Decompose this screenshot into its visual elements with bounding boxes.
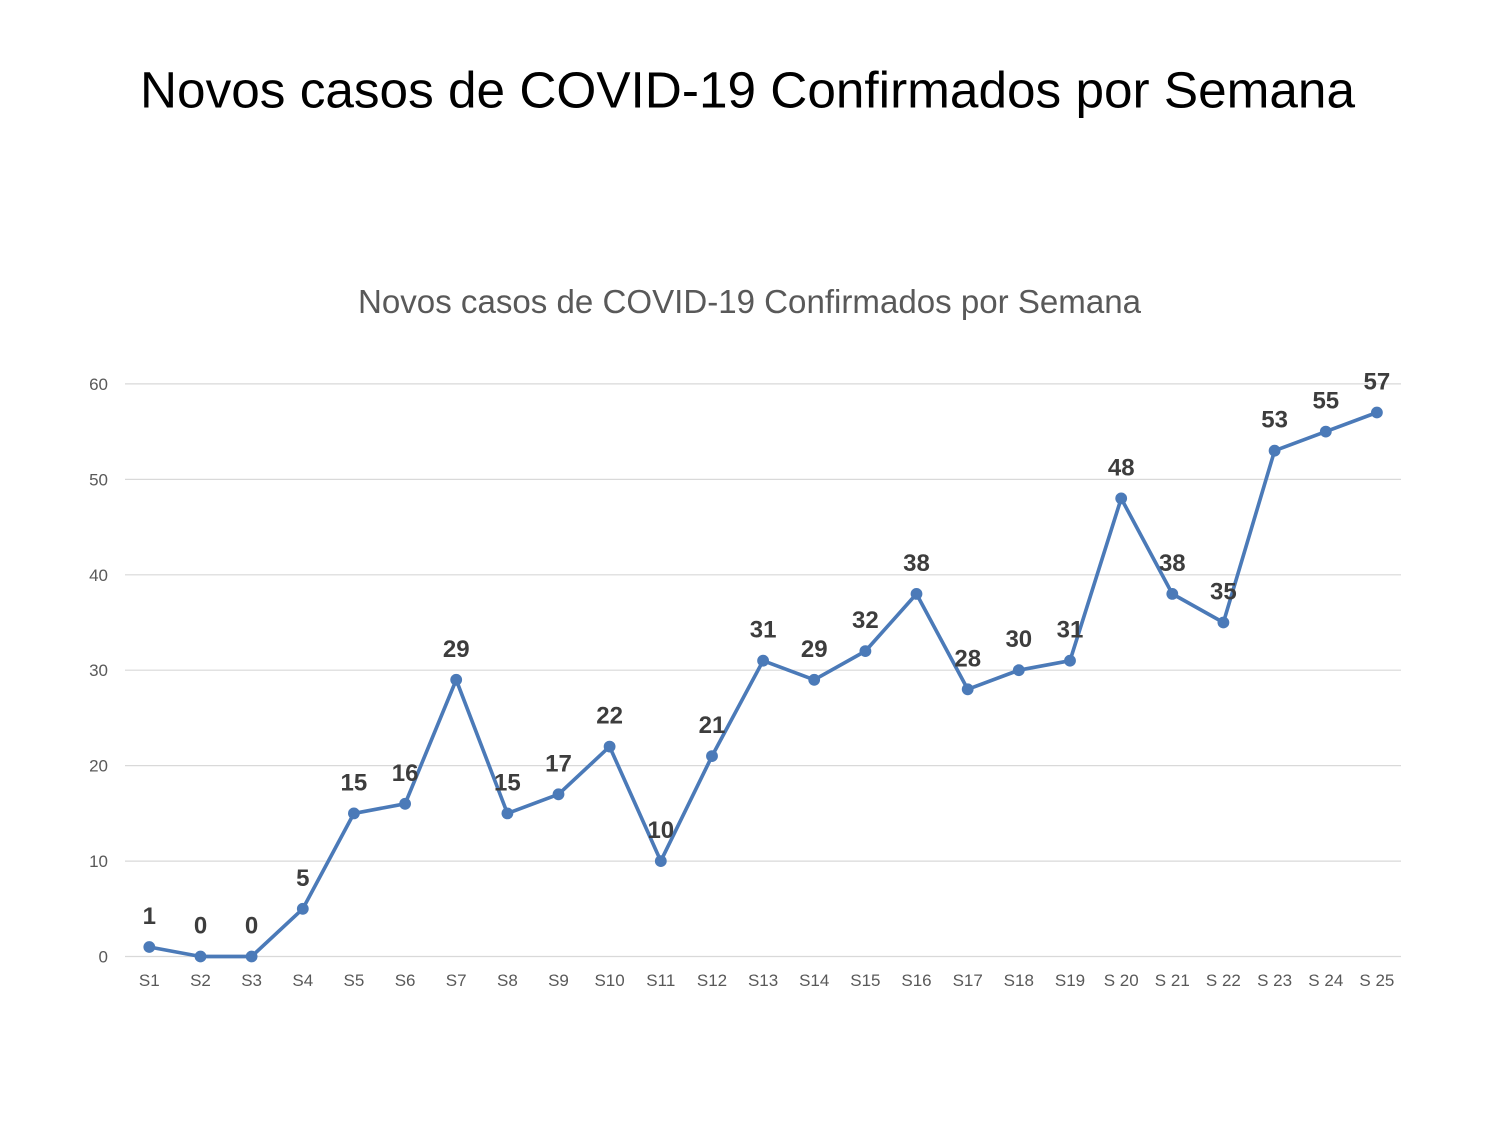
svg-text:S12: S12 (697, 971, 727, 990)
svg-text:31: 31 (1057, 617, 1084, 644)
svg-text:29: 29 (443, 636, 470, 663)
svg-text:30: 30 (89, 661, 108, 680)
svg-text:38: 38 (1159, 550, 1186, 577)
svg-text:S11: S11 (646, 971, 675, 990)
svg-text:31: 31 (750, 617, 777, 644)
svg-text:S6: S6 (395, 971, 416, 990)
svg-text:S16: S16 (901, 971, 931, 990)
svg-text:30: 30 (1005, 626, 1032, 653)
svg-text:15: 15 (341, 769, 368, 796)
svg-text:15: 15 (494, 769, 521, 796)
svg-text:29: 29 (801, 636, 828, 663)
svg-text:20: 20 (89, 757, 108, 776)
svg-text:S2: S2 (190, 971, 211, 990)
svg-text:S13: S13 (748, 971, 778, 990)
svg-text:16: 16 (392, 760, 419, 787)
svg-text:0: 0 (99, 948, 108, 967)
svg-text:S10: S10 (594, 971, 624, 990)
svg-text:S5: S5 (344, 971, 365, 990)
svg-text:48: 48 (1108, 454, 1135, 481)
svg-text:S8: S8 (497, 971, 518, 990)
svg-text:53: 53 (1261, 407, 1288, 434)
svg-text:S4: S4 (292, 971, 313, 990)
svg-text:57: 57 (1364, 369, 1391, 396)
svg-text:S18: S18 (1004, 971, 1034, 990)
svg-text:S 20: S 20 (1104, 971, 1139, 990)
svg-text:10: 10 (89, 852, 108, 871)
svg-text:S9: S9 (548, 971, 569, 990)
svg-text:38: 38 (903, 550, 930, 577)
svg-text:S7: S7 (446, 971, 467, 990)
svg-text:10: 10 (647, 817, 674, 844)
svg-text:40: 40 (89, 566, 108, 585)
svg-text:S15: S15 (850, 971, 880, 990)
svg-text:32: 32 (852, 607, 879, 634)
svg-text:50: 50 (89, 470, 108, 489)
svg-text:21: 21 (699, 712, 726, 739)
svg-text:S 24: S 24 (1308, 971, 1343, 990)
svg-text:Novos casos de COVID-19 Confir: Novos casos de COVID-19 Confirmados por … (140, 62, 1356, 119)
svg-text:S3: S3 (241, 971, 262, 990)
svg-text:S 22: S 22 (1206, 971, 1241, 990)
svg-text:S 23: S 23 (1257, 971, 1292, 990)
svg-text:22: 22 (596, 703, 623, 730)
svg-text:5: 5 (296, 865, 309, 892)
svg-text:0: 0 (194, 913, 207, 940)
svg-text:55: 55 (1312, 388, 1339, 415)
svg-text:35: 35 (1210, 579, 1237, 606)
svg-text:S 21: S 21 (1155, 971, 1190, 990)
svg-text:S14: S14 (799, 971, 829, 990)
svg-text:S1: S1 (139, 971, 160, 990)
svg-text:S 25: S 25 (1359, 971, 1394, 990)
svg-text:S19: S19 (1055, 971, 1085, 990)
svg-text:Novos casos de COVID-19 Confir: Novos casos de COVID-19 Confirmados por … (358, 283, 1142, 320)
svg-text:1: 1 (143, 903, 156, 930)
svg-text:60: 60 (89, 375, 108, 394)
svg-text:28: 28 (954, 645, 981, 672)
svg-text:S17: S17 (953, 971, 983, 990)
svg-text:0: 0 (245, 913, 258, 940)
svg-text:17: 17 (545, 750, 572, 777)
